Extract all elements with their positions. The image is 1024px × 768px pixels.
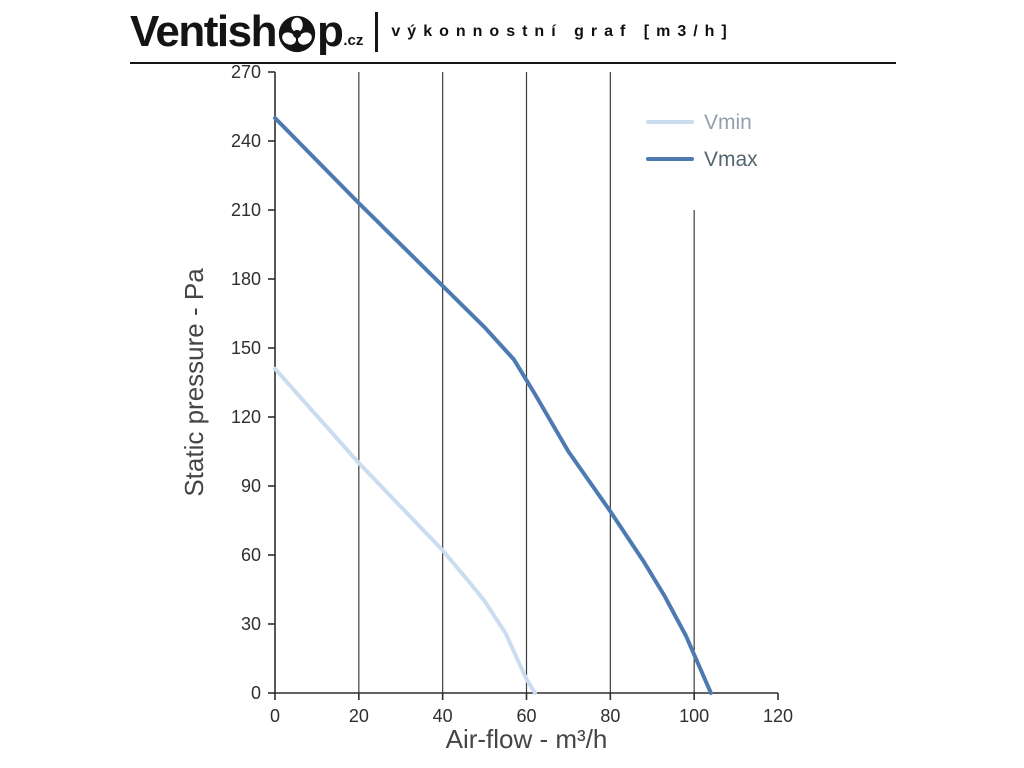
series-line-vmax: [273, 116, 713, 695]
header: Ventish p .cz výkonnostní graf [m3/h]: [130, 6, 734, 58]
legend-label-vmin: Vmin: [704, 111, 752, 134]
series-line-vmin: [273, 366, 537, 695]
legend-label-vmax: Vmax: [704, 148, 758, 171]
x-tick-label-0: 0: [270, 706, 280, 726]
logo-text-left: Ventish: [130, 7, 278, 56]
ventishop-logo: Ventish p .cz: [130, 10, 363, 54]
y-tick-label-150: 150: [231, 338, 261, 358]
y-tick-label-120: 120: [231, 407, 261, 427]
x-tick-label-120: 120: [763, 706, 793, 726]
x-tick-label-40: 40: [433, 706, 453, 726]
x-tick-label-80: 80: [600, 706, 620, 726]
y-tick-label-0: 0: [251, 683, 261, 703]
y-tick-label-90: 90: [241, 476, 261, 496]
y-tick-label-30: 30: [241, 614, 261, 634]
y-tick-label-210: 210: [231, 200, 261, 220]
y-axis-title: Static pressure - Pa: [179, 268, 209, 497]
logo-text-right: p: [317, 7, 344, 56]
x-tick-label-100: 100: [679, 706, 709, 726]
header-underline: [130, 62, 896, 64]
x-tick-label-20: 20: [349, 706, 369, 726]
y-tick-label-240: 240: [231, 131, 261, 151]
y-tick-label-270: 270: [231, 62, 261, 82]
x-axis-title: Air-flow - m³/h: [446, 724, 608, 754]
header-divider: [375, 12, 379, 52]
logo-suffix: .cz: [343, 32, 364, 49]
page-title: výkonnostní graf [m3/h]: [391, 23, 734, 40]
y-tick-label-180: 180: [231, 269, 261, 289]
x-tick-label-60: 60: [516, 706, 536, 726]
fan-icon: [277, 14, 317, 54]
y-tick-label-60: 60: [241, 545, 261, 565]
